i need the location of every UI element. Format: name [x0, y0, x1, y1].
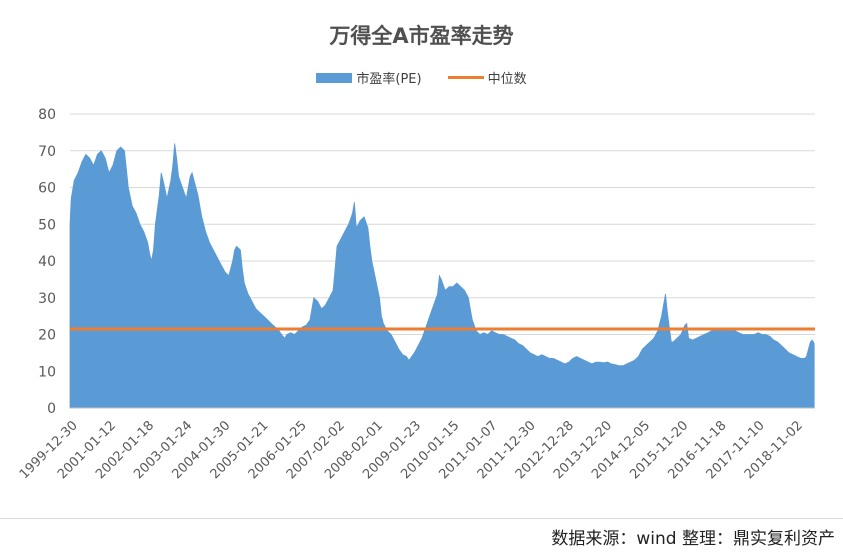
y-tick-label: 40: [38, 254, 56, 270]
legend-label-median: 中位数: [487, 72, 527, 87]
y-tick-label: 10: [38, 364, 56, 380]
source-note: 数据来源：wind 整理：鼎实复利资产: [551, 529, 835, 549]
legend-label-pe: 市盈率(PE): [356, 72, 422, 87]
footer-divider: [0, 518, 843, 519]
legend-item-pe: 市盈率(PE): [316, 68, 422, 87]
y-tick-label: 30: [38, 291, 56, 307]
legend-item-median: 中位数: [447, 68, 527, 87]
chart-title: 万得全A市盈率走势: [329, 24, 514, 48]
y-tick-label: 60: [38, 181, 56, 197]
y-tick-label: 80: [38, 107, 56, 123]
legend-swatch-line: [447, 76, 484, 79]
y-tick-label: 50: [38, 217, 56, 233]
y-tick-label: 70: [38, 144, 56, 160]
y-tick-label: 20: [38, 328, 56, 344]
legend-swatch-area: [316, 72, 353, 83]
chart-legend: 市盈率(PE) 中位数: [0, 68, 843, 87]
y-tick-label: 0: [47, 401, 56, 417]
pe-area-series: [69, 143, 815, 409]
